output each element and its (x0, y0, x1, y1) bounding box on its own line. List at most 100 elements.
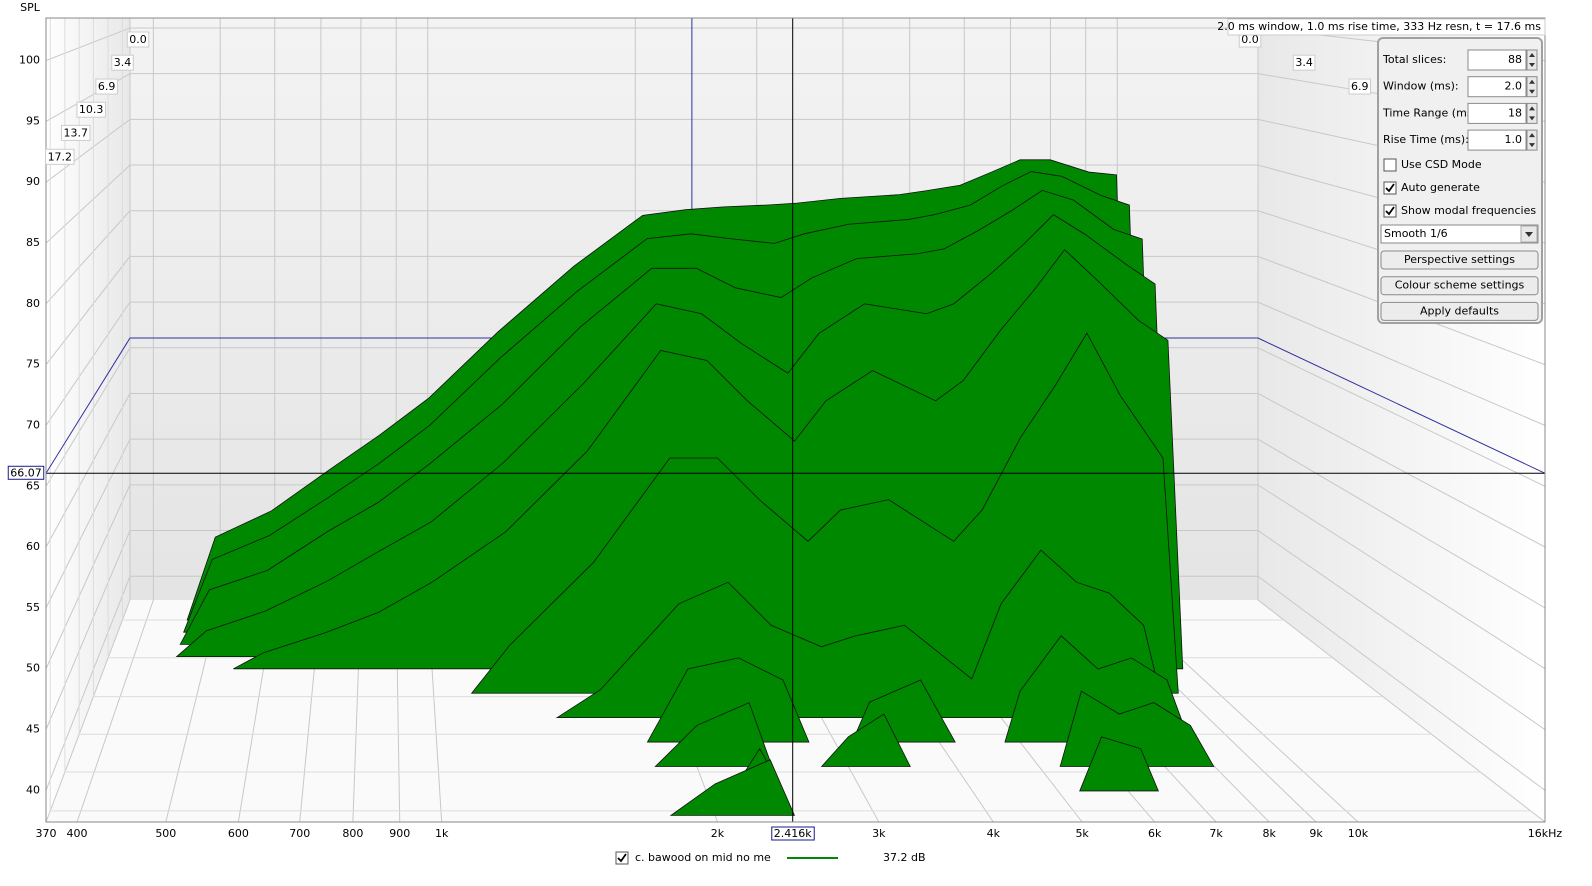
grid-line (46, 301, 131, 426)
time-tick: 3.4 (111, 54, 134, 71)
checkbox[interactable] (1383, 204, 1397, 218)
cursor-label: 2.416k (774, 827, 812, 840)
grid-line (1257, 484, 1545, 670)
field-input[interactable] (1467, 102, 1527, 124)
time-tick: 17.2 (45, 148, 75, 165)
x-tick-label: 1k (435, 827, 449, 840)
grid-line (1257, 393, 1545, 548)
spinner-arrows (1529, 133, 1535, 148)
field-value: 18 (1508, 106, 1522, 119)
y-tick-label: 95 (26, 114, 40, 127)
grid-line (46, 164, 131, 244)
spinner[interactable] (1526, 76, 1538, 98)
grid-line (46, 599, 131, 822)
cursor-readout: 66.07 (7, 465, 45, 480)
time-tick-label: 0.0 (129, 33, 147, 46)
x-tick-label: 600 (228, 827, 249, 840)
y-tick-label: 90 (26, 175, 40, 188)
button[interactable] (1380, 276, 1539, 296)
grid-line (1257, 347, 1545, 487)
x-tick-label: 9k (1309, 827, 1323, 840)
x-tick-label: 5k (1075, 827, 1089, 840)
grid-line (1257, 599, 1545, 822)
time-tick: 10.3 (76, 101, 106, 118)
spinner[interactable] (1526, 129, 1538, 151)
legend-level: 37.2 dB (883, 851, 926, 864)
time-tick-label: 3.4 (1295, 56, 1313, 69)
x-tick-label: 10k (1348, 827, 1369, 840)
time-tick-label: 6.9 (1351, 80, 1369, 93)
button-label: Perspective settings (1404, 253, 1515, 266)
x-tick-label: 2k (711, 827, 725, 840)
time-tick: 0.0 (1238, 31, 1262, 48)
grid-line (46, 438, 131, 609)
time-tick: 6.9 (95, 78, 118, 95)
controls-panel: Total slices: 88 Window (ms): 2.0 Time Range… (1377, 37, 1543, 324)
spinner-arrows (1529, 79, 1535, 94)
dropdown[interactable] (1380, 224, 1539, 244)
y-tick-label: 45 (26, 723, 40, 736)
spinner-arrows (1529, 106, 1535, 121)
y-tick-label: 80 (26, 297, 40, 310)
button[interactable] (1380, 301, 1539, 321)
legend-checkmark (617, 853, 627, 863)
grid-line (76, 599, 154, 822)
legend-checkbox[interactable] (615, 851, 629, 865)
cursor-label-box (771, 826, 815, 841)
x-tick-label: 3k (872, 827, 886, 840)
time-tick-label: 0.0 (1241, 33, 1259, 46)
time-tick: 6.9 (1348, 78, 1372, 95)
x-tick-label: 370 (36, 827, 57, 840)
time-tick-box (1292, 54, 1316, 71)
x-tick-label: 500 (155, 827, 176, 840)
time-tick-box (76, 101, 106, 118)
grid-line (46, 484, 131, 669)
x-tick-label: 4k (987, 827, 1001, 840)
field-value: 2.0 (1505, 80, 1523, 93)
waterfall-slice (654, 702, 773, 767)
button-label: Colour scheme settings (1395, 279, 1525, 292)
waterfall-slice (820, 713, 911, 767)
time-tick: 3.4 (1292, 54, 1316, 71)
time-tick-label: 10.3 (79, 103, 104, 116)
checkmark (1385, 183, 1395, 193)
cursor-label-box (7, 465, 45, 480)
legend-name: c. bawood on mid no me (635, 851, 771, 864)
checkbox-label: Use CSD Mode (1401, 158, 1482, 171)
x-tick-label: 900 (389, 827, 410, 840)
checkbox-label: Show modal frequencies (1401, 204, 1536, 217)
field-value: 1.0 (1505, 133, 1523, 146)
grid-line (46, 347, 131, 487)
field-label: Rise Time (ms): (1383, 133, 1469, 146)
grid-line (46, 210, 131, 305)
grid-line (1257, 301, 1545, 426)
checkbox[interactable] (1383, 181, 1397, 195)
cursor-readout: 2.416k (771, 826, 815, 841)
checkbox[interactable] (1383, 158, 1397, 172)
x-tick-label: 6k (1148, 827, 1162, 840)
waterfall-slice (646, 657, 810, 743)
time-tick-label: 13.7 (63, 126, 88, 139)
time-tick-label: 17.2 (48, 150, 73, 163)
legend: c. bawood on mid no me 37.2 dB (615, 851, 926, 865)
field-input[interactable] (1467, 49, 1527, 71)
grid-line (46, 530, 131, 730)
time-tick-box (45, 148, 75, 165)
grid-line (46, 118, 131, 183)
y-tick-label: 85 (26, 236, 40, 249)
info-background (1227, 18, 1546, 36)
x-tick-label: 700 (289, 827, 310, 840)
spinner[interactable] (1526, 102, 1538, 124)
y-tick-label: 60 (26, 540, 40, 553)
cursor-label: 66.07 (10, 466, 42, 479)
field-input[interactable] (1467, 129, 1527, 151)
time-tick-box (111, 54, 134, 71)
field-label: Window (ms): (1383, 80, 1459, 93)
grid-line (1257, 575, 1545, 791)
y-tick-label: 40 (26, 783, 40, 796)
spinner[interactable] (1526, 49, 1538, 71)
field-input[interactable] (1467, 76, 1527, 98)
field-value: 88 (1508, 53, 1522, 66)
button[interactable] (1380, 250, 1539, 270)
time-tick-box (95, 78, 118, 95)
